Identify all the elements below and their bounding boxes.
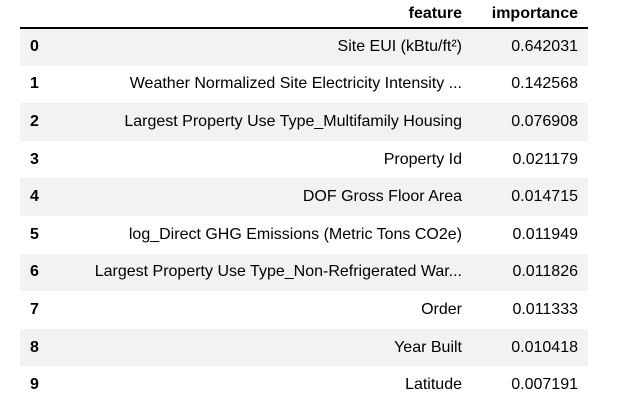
feature-cell: Site EUI (kBtu/ft²) (337, 38, 462, 56)
table-row: 7 Order 0.011333 (20, 291, 588, 329)
row-index: 5 (30, 225, 39, 243)
table-row: 8 Year Built 0.010418 (20, 328, 588, 367)
feature-cell: Weather Normalized Site Electricity Inte… (129, 75, 462, 93)
feature-importance-table: feature importance 0 Site EUI (kBtu/ft²)… (20, 0, 588, 404)
feature-column-header: feature (50, 0, 472, 29)
index-header (20, 0, 50, 29)
row-index: 4 (30, 188, 39, 206)
row-index: 9 (30, 376, 39, 394)
importance-cell: 0.011949 (512, 225, 578, 243)
row-index: 3 (30, 150, 39, 168)
table-row: 9 Latitude 0.007191 (20, 366, 588, 404)
feature-cell: Largest Property Use Type_Multifamily Ho… (124, 112, 462, 130)
table-row: 0 Site EUI (kBtu/ft²) 0.642031 (20, 28, 588, 66)
row-index: 0 (30, 38, 39, 56)
feature-cell: Order (421, 300, 462, 318)
feature-cell: Property Id (383, 150, 462, 168)
table-row: 4 DOF Gross Floor Area 0.014715 (20, 178, 588, 216)
row-index: 6 (30, 263, 39, 281)
importance-cell: 0.011333 (512, 300, 578, 318)
importance-cell: 0.642031 (511, 38, 578, 56)
importance-cell: 0.007191 (511, 376, 578, 394)
row-index: 2 (30, 112, 39, 130)
feature-cell: log_Direct GHG Emissions (Metric Tons CO… (128, 225, 462, 243)
feature-cell: Latitude (405, 376, 462, 394)
importance-cell: 0.014715 (511, 188, 578, 206)
row-index: 7 (30, 300, 39, 318)
feature-cell: Year Built (394, 338, 462, 356)
table-header: feature importance (20, 0, 588, 29)
row-index: 1 (30, 75, 39, 93)
importance-cell: 0.011826 (512, 263, 578, 281)
table-row: 3 Property Id 0.021179 (20, 141, 588, 179)
feature-cell: Largest Property Use Type_Non-Refrigerat… (94, 263, 462, 281)
table-row: 2 Largest Property Use Type_Multifamily … (20, 103, 588, 141)
feature-cell: DOF Gross Floor Area (302, 188, 462, 206)
importance-cell: 0.142568 (511, 75, 578, 93)
importance-column-header: importance (472, 0, 588, 29)
table-row: 6 Largest Property Use Type_Non-Refriger… (20, 253, 588, 292)
table-row: 1 Weather Normalized Site Electricity In… (20, 66, 588, 104)
importance-cell: 0.021179 (512, 150, 578, 168)
importance-cell: 0.076908 (511, 112, 578, 130)
header-row: feature importance (20, 0, 588, 29)
row-index: 8 (30, 338, 39, 356)
table-row: 5 log_Direct GHG Emissions (Metric Tons … (20, 216, 588, 254)
importance-cell: 0.010418 (511, 338, 578, 356)
table-body: 0 Site EUI (kBtu/ft²) 0.642031 1 Weather… (20, 28, 588, 404)
